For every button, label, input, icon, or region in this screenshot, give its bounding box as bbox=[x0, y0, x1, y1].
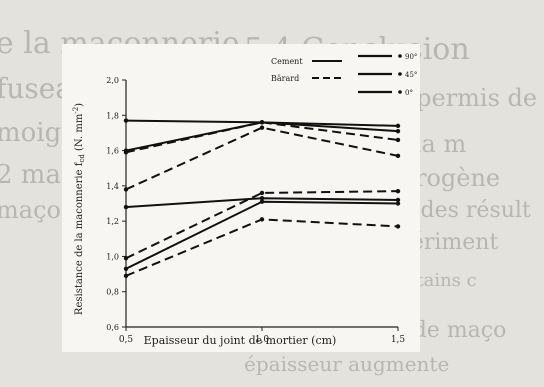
legend-angle-label: 45° bbox=[405, 71, 417, 79]
y-axis-label-exp: -2 bbox=[72, 107, 80, 114]
y-axis-label-main: Resistance de la maconnerie f bbox=[74, 161, 85, 315]
data-point bbox=[395, 137, 401, 143]
data-point bbox=[259, 125, 265, 130]
y-tick-label: 1,6 bbox=[106, 147, 119, 156]
data-point bbox=[123, 148, 129, 153]
data-point bbox=[395, 224, 401, 229]
legend-angle-marker bbox=[398, 54, 402, 58]
data-point bbox=[259, 190, 265, 196]
legend: Cement Bärard 90° 45° 0° bbox=[271, 53, 417, 97]
series-line-3 bbox=[125, 126, 399, 191]
data-point bbox=[123, 255, 129, 261]
y-axis-label: Resistance de la maconnerie fcd (N. mm-2… bbox=[72, 103, 86, 315]
data-point bbox=[395, 188, 401, 194]
data-point bbox=[259, 217, 265, 222]
legend-material-label: Cement bbox=[271, 57, 303, 66]
y-tick-label: 0,6 bbox=[106, 323, 119, 332]
y-tick-label: 2,0 bbox=[106, 76, 119, 85]
data-point bbox=[123, 187, 129, 192]
series-layer bbox=[123, 118, 401, 279]
data-point bbox=[259, 199, 265, 204]
y-tick-label: 1,4 bbox=[106, 182, 119, 191]
legend-angle-marker bbox=[398, 90, 402, 94]
data-point bbox=[123, 118, 129, 123]
data-point bbox=[395, 123, 401, 129]
x-tick-label: 1,0 bbox=[255, 335, 270, 345]
x-tick-label: 1,5 bbox=[391, 335, 406, 345]
y-tick-label: 0,8 bbox=[106, 288, 119, 297]
y-tick-label: 1,2 bbox=[106, 217, 119, 226]
data-point bbox=[123, 204, 129, 210]
data-point bbox=[123, 266, 129, 271]
data-point bbox=[395, 153, 401, 159]
legend-angle-label: 0° bbox=[405, 89, 413, 97]
series-line-5 bbox=[125, 190, 399, 260]
legend-angle-marker bbox=[398, 72, 402, 76]
y-axis-label-sub: cd bbox=[78, 154, 86, 163]
line-chart: 0,6 0,8 1,0 1,2 1,4 1,6 1,8 2,0 0,5 1,0 1,5 Cement… bbox=[72, 53, 417, 347]
data-point bbox=[395, 197, 401, 203]
legend-angle-label: 90° bbox=[405, 53, 417, 61]
bleed-right-line: épaisseur augmente bbox=[244, 352, 450, 376]
x-tick-label: 0,5 bbox=[119, 335, 134, 345]
y-tick-label: 1,0 bbox=[106, 252, 119, 261]
data-point bbox=[123, 273, 129, 279]
data-point bbox=[395, 201, 401, 206]
y-axis-label-close: ) bbox=[74, 103, 85, 107]
series-line-1 bbox=[125, 121, 399, 154]
y-tick-label: 1,8 bbox=[106, 111, 119, 120]
data-point bbox=[395, 128, 401, 134]
legend-material-label: Bärard bbox=[271, 74, 299, 83]
data-point bbox=[259, 196, 265, 201]
chart-panel: 0,6 0,8 1,0 1,2 1,4 1,6 1,8 2,0 0,5 1,0 1,5 Cement… bbox=[62, 44, 420, 352]
data-point bbox=[259, 120, 265, 125]
axes: 0,6 0,8 1,0 1,2 1,4 1,6 1,8 2,0 0,5 1,0 1,5 bbox=[106, 76, 405, 345]
y-axis-label-unit: (N. mm bbox=[74, 113, 85, 154]
x-axis-label: Epaisseur du joint de mortier (cm) bbox=[144, 334, 337, 347]
